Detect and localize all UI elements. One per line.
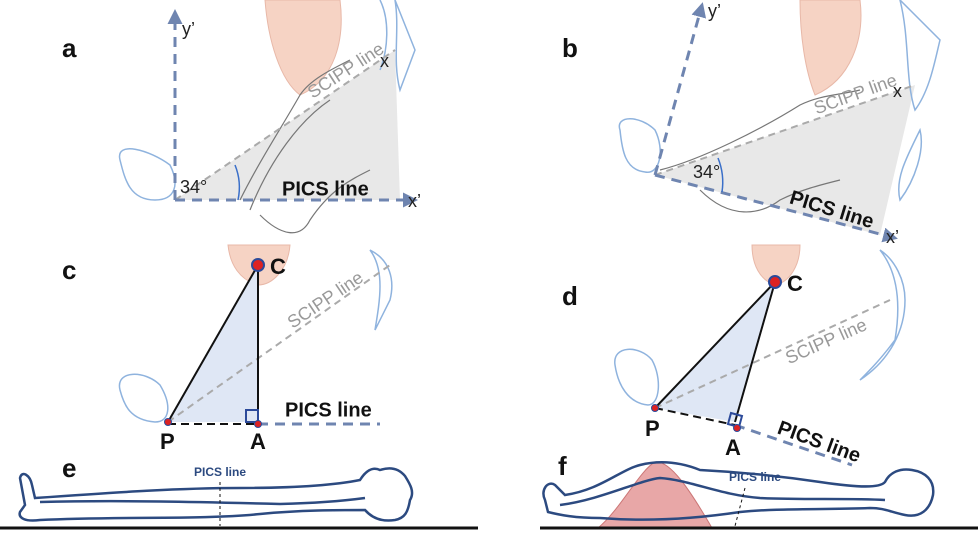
- axis-label: y’: [182, 19, 195, 39]
- line: [655, 300, 890, 408]
- point-dot: [165, 419, 172, 426]
- panel-label: e: [62, 453, 76, 483]
- angle-label: 34°: [180, 177, 207, 197]
- axis-label: x’: [886, 227, 899, 247]
- panel-f: f PICS line: [540, 451, 978, 528]
- point-dot: [252, 259, 264, 271]
- axis-label: x’: [408, 191, 421, 211]
- point-label: A: [250, 429, 266, 454]
- point-dot: [652, 405, 659, 412]
- outline: [560, 478, 885, 505]
- panel-a: a y’ x’ PICS line SCIPP line 34° x: [62, 0, 421, 233]
- pics-label: PICS line: [282, 178, 369, 200]
- outline: [40, 498, 365, 504]
- shape: [655, 282, 775, 422]
- panel-e: e PICS line: [0, 453, 478, 528]
- point-label: P: [160, 429, 175, 454]
- outline: [119, 374, 167, 422]
- pics-label: PICS line: [194, 465, 246, 479]
- panel-label: a: [62, 33, 77, 63]
- panel-c: c PICS line SCIPP line C P A: [62, 245, 392, 454]
- figure: a y’ x’ PICS line SCIPP line 34° x b y’ …: [0, 0, 978, 536]
- panel-label: d: [562, 281, 578, 311]
- point-dot: [255, 421, 262, 428]
- panel-label: c: [62, 255, 76, 285]
- panel-b: b y’ x’ PICS line SCIPP line 34° x: [562, 0, 940, 247]
- angle-label: 34°: [693, 162, 720, 182]
- panel-label: b: [562, 33, 578, 63]
- outline: [615, 349, 659, 405]
- scipp-label: SCIPP line: [284, 267, 367, 332]
- point-dot: [734, 425, 741, 432]
- point-label: C: [787, 271, 803, 296]
- outline: [619, 119, 660, 172]
- axis-label: y’: [708, 1, 721, 21]
- point-label: x: [380, 51, 389, 71]
- pics-label: PICS line: [729, 470, 781, 484]
- panel-d: d PICS line SCIPP line C P A: [562, 245, 905, 467]
- point-label: P: [645, 416, 660, 441]
- outline: [860, 250, 905, 380]
- outline: [800, 0, 861, 95]
- point-label: x: [893, 81, 902, 101]
- point-label: A: [725, 435, 741, 460]
- pics-label: PICS line: [285, 399, 372, 421]
- scipp-label: SCIPP line: [782, 314, 869, 368]
- line: [655, 5, 702, 175]
- outline: [120, 149, 175, 200]
- panel-label: f: [558, 451, 567, 481]
- point-label: C: [270, 254, 286, 279]
- pics-label: PICS line: [774, 417, 863, 467]
- outline: [370, 250, 392, 330]
- point-dot: [769, 276, 781, 288]
